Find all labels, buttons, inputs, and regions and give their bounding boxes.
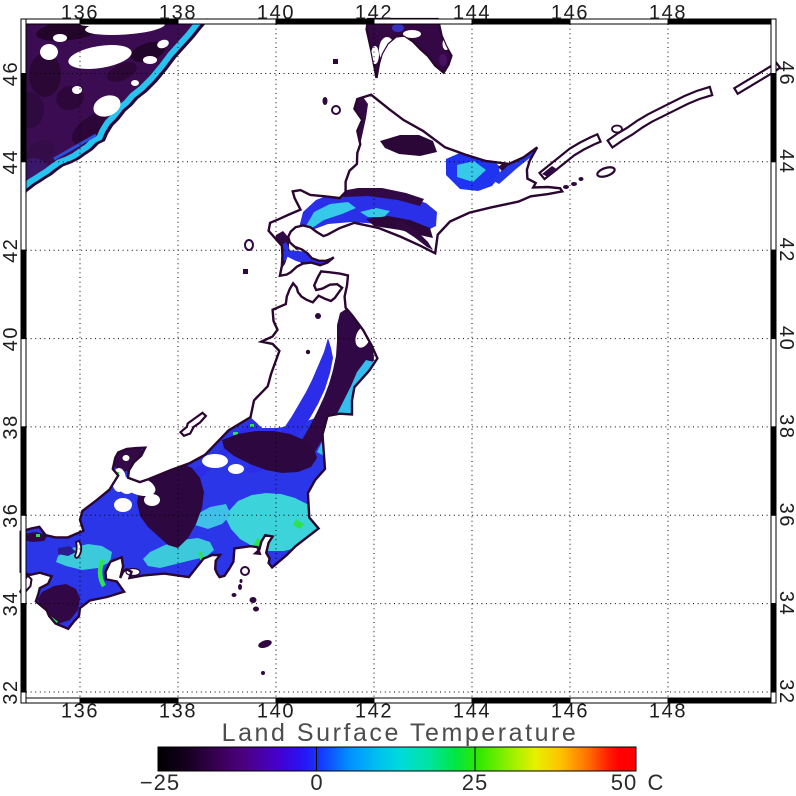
svg-text:146: 146	[551, 2, 589, 24]
svg-text:C: C	[648, 770, 665, 795]
svg-text:138: 138	[159, 701, 197, 723]
svg-text:25: 25	[462, 770, 488, 795]
svg-text:36: 36	[775, 503, 796, 528]
svg-text:44: 44	[775, 149, 796, 174]
svg-text:0: 0	[310, 770, 323, 795]
svg-text:148: 148	[649, 2, 687, 24]
svg-text:Land Surface Temperature: Land Surface Temperature	[222, 719, 579, 747]
svg-text:36: 36	[0, 503, 22, 528]
svg-text:40: 40	[0, 326, 22, 351]
svg-text:140: 140	[257, 701, 295, 723]
svg-text:32: 32	[0, 679, 22, 704]
svg-text:46: 46	[0, 61, 22, 86]
svg-text:40: 40	[775, 326, 796, 351]
svg-text:146: 146	[551, 701, 589, 723]
svg-text:140: 140	[257, 2, 295, 24]
svg-text:144: 144	[453, 701, 491, 723]
svg-text:142: 142	[355, 701, 393, 723]
svg-text:32: 32	[775, 679, 796, 704]
svg-text:142: 142	[355, 2, 393, 24]
svg-text:42: 42	[0, 237, 22, 262]
svg-text:34: 34	[0, 591, 22, 616]
svg-text:34: 34	[775, 591, 796, 616]
svg-text:46: 46	[775, 61, 796, 86]
svg-text:136: 136	[61, 2, 99, 24]
svg-text:136: 136	[61, 701, 99, 723]
svg-text:−25: −25	[140, 770, 180, 795]
svg-text:44: 44	[0, 149, 22, 174]
svg-text:42: 42	[775, 237, 796, 262]
svg-text:38: 38	[775, 414, 796, 439]
svg-text:138: 138	[159, 2, 197, 24]
svg-text:144: 144	[453, 2, 491, 24]
svg-text:50: 50	[611, 770, 637, 795]
svg-text:148: 148	[649, 701, 687, 723]
svg-text:38: 38	[0, 414, 22, 439]
